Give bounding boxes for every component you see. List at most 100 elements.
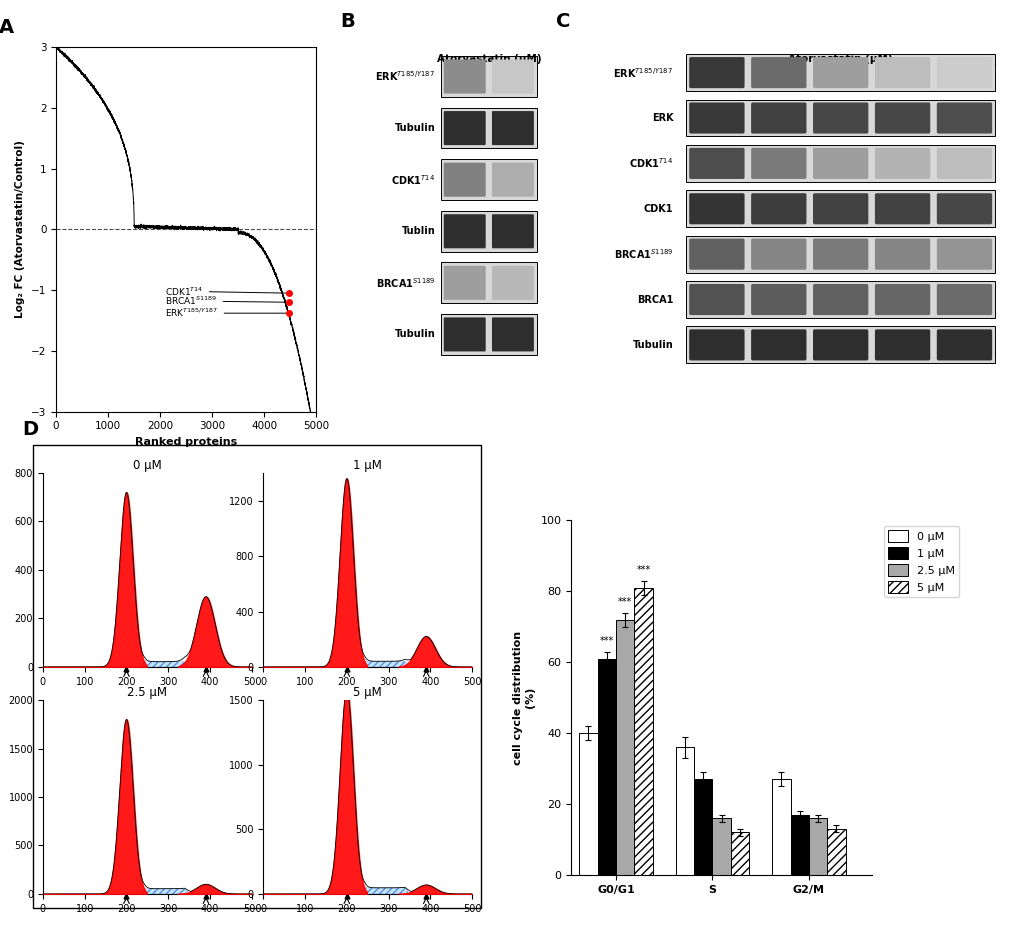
Text: B: B <box>340 12 355 31</box>
FancyBboxPatch shape <box>689 284 744 315</box>
Bar <box>826 829 845 875</box>
Text: Atorvastatin (μM): Atorvastatin (μM) <box>788 54 892 64</box>
Text: BRCA1$^{S1189}$: BRCA1$^{S1189}$ <box>613 247 673 261</box>
Bar <box>440 56 537 96</box>
FancyBboxPatch shape <box>874 102 929 133</box>
Text: Tublin: Tublin <box>401 226 435 236</box>
Text: Tubulin: Tubulin <box>394 123 435 133</box>
Bar <box>615 620 634 875</box>
Bar <box>440 108 537 149</box>
FancyBboxPatch shape <box>443 111 485 145</box>
Bar <box>685 54 995 91</box>
Text: BRCA1$^{S1189}$: BRCA1$^{S1189}$ <box>165 295 286 307</box>
FancyBboxPatch shape <box>750 284 806 315</box>
FancyBboxPatch shape <box>689 238 744 270</box>
Title: 0 μM: 0 μM <box>132 459 162 472</box>
Bar <box>685 326 995 363</box>
Bar <box>685 236 995 272</box>
Text: ERK$^{T185/Y187}$: ERK$^{T185/Y187}$ <box>375 70 435 83</box>
FancyBboxPatch shape <box>689 148 744 179</box>
FancyBboxPatch shape <box>874 329 929 360</box>
Text: 5: 5 <box>898 68 905 78</box>
FancyBboxPatch shape <box>935 57 991 88</box>
FancyBboxPatch shape <box>935 284 991 315</box>
FancyBboxPatch shape <box>750 329 806 360</box>
Text: 0: 0 <box>461 68 468 78</box>
Text: Atorvastatin (μM): Atorvastatin (μM) <box>436 54 541 64</box>
Y-axis label: Log₂ FC (Atorvastatin/Control): Log₂ FC (Atorvastatin/Control) <box>15 140 25 319</box>
FancyBboxPatch shape <box>491 60 533 94</box>
Text: ***: *** <box>599 637 613 646</box>
Text: BRCA1: BRCA1 <box>637 294 673 305</box>
Bar <box>440 262 537 304</box>
FancyBboxPatch shape <box>812 57 867 88</box>
FancyBboxPatch shape <box>491 163 533 197</box>
Text: 2.5: 2.5 <box>830 68 849 78</box>
FancyBboxPatch shape <box>874 284 929 315</box>
Text: ERK: ERK <box>651 113 673 123</box>
FancyBboxPatch shape <box>491 318 533 352</box>
Bar <box>685 281 995 318</box>
FancyBboxPatch shape <box>491 214 533 248</box>
Legend: 0 μM, 1 μM, 2.5 μM, 5 μM: 0 μM, 1 μM, 2.5 μM, 5 μM <box>882 526 959 597</box>
Text: 0: 0 <box>712 68 719 78</box>
FancyBboxPatch shape <box>491 266 533 300</box>
FancyBboxPatch shape <box>443 266 485 300</box>
Text: CDK1: CDK1 <box>643 203 673 214</box>
Bar <box>731 832 749 875</box>
FancyBboxPatch shape <box>812 238 867 270</box>
FancyBboxPatch shape <box>812 148 867 179</box>
Bar <box>675 747 693 875</box>
Bar <box>790 815 808 875</box>
FancyBboxPatch shape <box>750 193 806 224</box>
FancyBboxPatch shape <box>812 102 867 133</box>
FancyBboxPatch shape <box>812 193 867 224</box>
Text: ERK$^{T185/Y187}$: ERK$^{T185/Y187}$ <box>612 65 673 79</box>
FancyBboxPatch shape <box>874 57 929 88</box>
FancyBboxPatch shape <box>935 329 991 360</box>
FancyBboxPatch shape <box>689 102 744 133</box>
Bar <box>634 587 652 875</box>
Bar <box>440 159 537 200</box>
Text: ***: *** <box>618 597 632 607</box>
Bar <box>771 780 790 875</box>
FancyBboxPatch shape <box>935 193 991 224</box>
FancyBboxPatch shape <box>491 111 533 145</box>
Text: 1: 1 <box>508 68 516 78</box>
FancyBboxPatch shape <box>443 214 485 248</box>
Text: CDK1$^{T14}$: CDK1$^{T14}$ <box>390 173 435 186</box>
FancyBboxPatch shape <box>443 163 485 197</box>
Text: C: C <box>555 12 570 31</box>
X-axis label: Ranked proteins: Ranked proteins <box>135 437 237 447</box>
FancyBboxPatch shape <box>689 193 744 224</box>
Y-axis label: cell cycle distribution
(%): cell cycle distribution (%) <box>513 631 534 764</box>
FancyBboxPatch shape <box>874 193 929 224</box>
Bar <box>685 145 995 182</box>
Text: Tubulin: Tubulin <box>394 329 435 340</box>
Text: ERK$^{T185/Y187}$: ERK$^{T185/Y187}$ <box>165 307 286 320</box>
Bar <box>685 99 995 136</box>
Bar <box>693 780 711 875</box>
Bar <box>579 733 597 875</box>
Text: ***: *** <box>636 566 650 575</box>
Text: 10: 10 <box>956 68 971 78</box>
Bar <box>808 818 826 875</box>
FancyBboxPatch shape <box>935 102 991 133</box>
FancyBboxPatch shape <box>750 57 806 88</box>
FancyBboxPatch shape <box>750 238 806 270</box>
Text: A: A <box>0 18 14 37</box>
FancyBboxPatch shape <box>874 148 929 179</box>
Bar <box>440 314 537 355</box>
Bar <box>597 658 615 875</box>
Text: D: D <box>22 420 39 439</box>
Text: CDK1$^{T14}$: CDK1$^{T14}$ <box>165 285 286 298</box>
FancyBboxPatch shape <box>750 102 806 133</box>
FancyBboxPatch shape <box>935 148 991 179</box>
FancyBboxPatch shape <box>689 57 744 88</box>
Bar <box>685 190 995 227</box>
Text: 1: 1 <box>774 68 782 78</box>
FancyBboxPatch shape <box>874 238 929 270</box>
FancyBboxPatch shape <box>935 238 991 270</box>
FancyBboxPatch shape <box>812 329 867 360</box>
FancyBboxPatch shape <box>812 284 867 315</box>
